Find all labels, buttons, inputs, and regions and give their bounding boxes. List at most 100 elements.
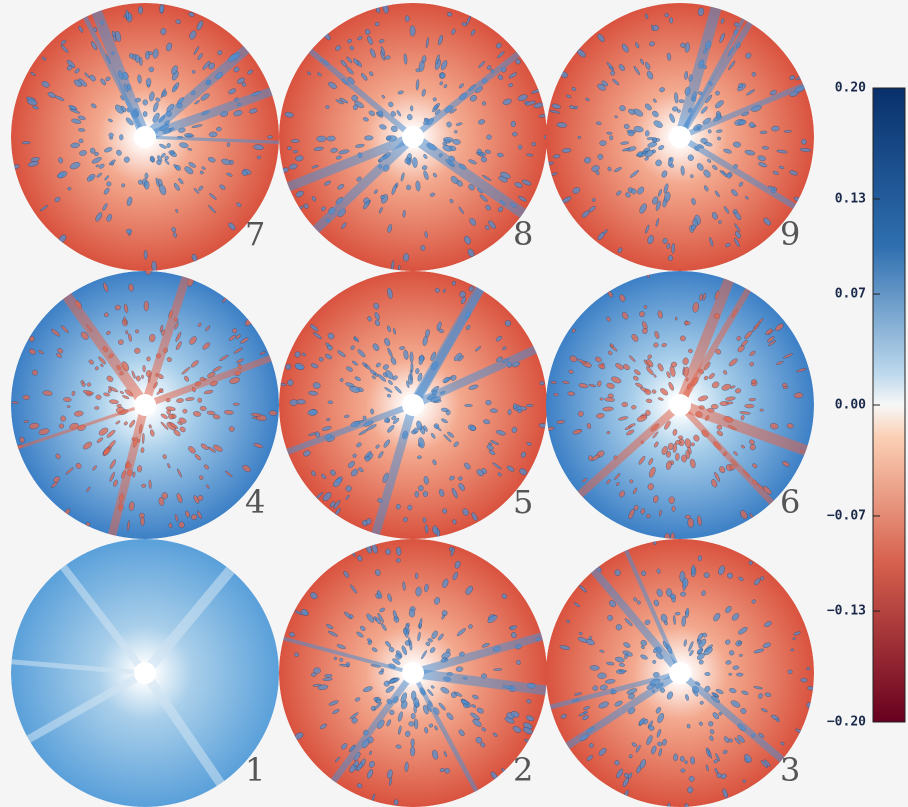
speckle xyxy=(583,710,588,714)
speckle xyxy=(415,586,422,597)
speckle xyxy=(395,503,401,510)
speckle xyxy=(418,60,425,72)
speckle xyxy=(396,110,402,117)
speckle xyxy=(148,479,152,489)
speckle xyxy=(624,653,629,660)
speckle xyxy=(753,648,765,654)
colorbar-tick-label: −0.13 xyxy=(827,604,866,619)
speckle xyxy=(730,700,741,708)
speckle xyxy=(185,397,195,401)
speckle xyxy=(700,137,708,144)
speckle xyxy=(190,360,199,368)
speckle xyxy=(703,375,709,381)
speckle xyxy=(421,165,428,171)
speckle xyxy=(653,441,659,448)
speckle xyxy=(435,54,440,65)
speckle xyxy=(742,779,746,783)
speckle xyxy=(588,384,597,388)
speckle xyxy=(574,692,583,696)
speckle xyxy=(375,444,380,449)
speckle xyxy=(65,467,74,475)
speckle xyxy=(525,403,534,407)
streak xyxy=(279,632,414,675)
speckle xyxy=(387,287,393,299)
speckle xyxy=(782,353,794,359)
speckle xyxy=(701,590,706,596)
speckle xyxy=(711,212,718,220)
speckle xyxy=(371,793,376,801)
speckle xyxy=(327,400,334,404)
speckle xyxy=(187,147,193,151)
speckle xyxy=(734,237,740,248)
speckle xyxy=(737,119,747,126)
speckle xyxy=(149,429,155,437)
speckle xyxy=(438,489,445,497)
speckle xyxy=(369,369,377,376)
speckle xyxy=(175,331,182,342)
speckle xyxy=(571,328,576,333)
speckle xyxy=(709,729,715,735)
speckle xyxy=(449,108,457,114)
speckle xyxy=(363,200,370,210)
speckle xyxy=(114,304,121,311)
speckle xyxy=(439,81,443,86)
speckle xyxy=(459,83,464,89)
speckle xyxy=(568,369,574,374)
speckle xyxy=(372,343,380,351)
speckle xyxy=(375,569,381,576)
streak xyxy=(678,399,814,462)
speckle xyxy=(723,206,730,214)
speckle xyxy=(152,112,160,123)
speckle xyxy=(520,451,527,458)
speckle xyxy=(371,375,376,380)
speckle xyxy=(326,344,333,351)
speckle xyxy=(378,207,383,214)
speckle xyxy=(748,398,756,402)
speckle xyxy=(712,165,718,171)
speckle xyxy=(716,430,724,437)
speckle xyxy=(182,408,188,414)
speckle xyxy=(95,394,102,400)
speckle xyxy=(569,355,578,363)
speckle xyxy=(591,198,596,202)
speckle xyxy=(714,190,720,198)
speckle xyxy=(327,332,335,340)
speckle xyxy=(676,109,681,113)
speckle xyxy=(682,578,689,588)
speckle xyxy=(681,454,688,463)
speckle xyxy=(418,354,424,365)
speckle xyxy=(357,36,363,41)
speckle xyxy=(639,759,647,769)
streak xyxy=(410,671,486,807)
speckle xyxy=(664,620,668,626)
speckle xyxy=(11,401,19,404)
speckle xyxy=(511,426,518,434)
speckle xyxy=(402,581,406,591)
speckle xyxy=(390,356,397,365)
speckle xyxy=(584,157,592,164)
speckle xyxy=(697,555,702,562)
speckle xyxy=(606,430,611,435)
speckle xyxy=(687,517,694,528)
speckle xyxy=(635,382,643,388)
speckle xyxy=(29,422,40,430)
speckle xyxy=(427,689,434,697)
speckle xyxy=(55,453,61,460)
speckle xyxy=(759,408,764,412)
speckle xyxy=(744,330,753,340)
speckle xyxy=(657,741,663,747)
speckle xyxy=(438,328,444,333)
speckle xyxy=(107,387,112,394)
speckle xyxy=(199,475,204,480)
speckle xyxy=(715,90,720,96)
speckle xyxy=(450,176,459,184)
speckle xyxy=(417,631,421,642)
speckle xyxy=(352,453,357,458)
speckle xyxy=(346,66,354,75)
speckle xyxy=(166,42,172,52)
speckle xyxy=(734,737,741,745)
speckle xyxy=(166,143,171,148)
speckle xyxy=(417,372,423,382)
speckle xyxy=(790,648,795,652)
speckle xyxy=(586,755,593,761)
